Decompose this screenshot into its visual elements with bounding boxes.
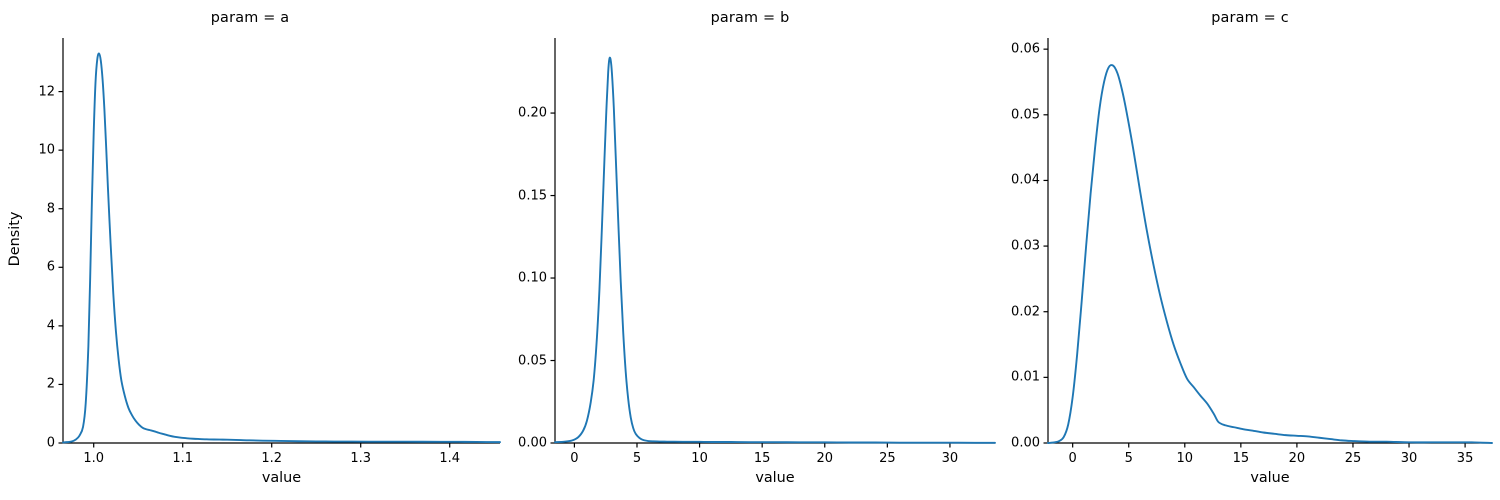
y-tick-label: 0.05 (518, 353, 547, 368)
y-axis-label: Density (7, 211, 23, 266)
x-axis-label: value (261, 470, 302, 486)
x-tick-label: 20 (1288, 451, 1306, 466)
y-tick-label: 0.01 (1011, 369, 1040, 385)
y-tick-label: 4 (46, 318, 55, 334)
plot-area (550, 38, 996, 448)
y-tick-label: 0.03 (1011, 238, 1040, 254)
x-tick-label: 5 (632, 451, 642, 466)
facet-panel-0: param = a 1.0 1.1 1.2 1.3 1.4 0 2 4 6 8 10 12 value De… (0, 0, 501, 500)
x-tick-label: 1.2 (261, 451, 283, 466)
density-curve (62, 52, 501, 444)
x-tick-label: 25 (879, 451, 896, 466)
x-tick-label: 1.1 (172, 451, 194, 466)
x-tick-label: 15 (753, 451, 771, 466)
x-axis-label: value (755, 470, 795, 486)
y-tick-label: 0.20 (518, 105, 547, 121)
y-tick-label: 0.04 (1011, 172, 1040, 188)
plot-area (58, 38, 501, 448)
y-tick-label: 0.15 (518, 188, 547, 204)
y-tick-label: 0.00 (518, 435, 547, 451)
x-tick-label: 10 (691, 451, 708, 466)
y-tick-label: 2 (46, 376, 55, 392)
x-tick-label: 1.0 (83, 451, 105, 466)
y-tick-label: 0.02 (1011, 304, 1040, 320)
y-tick-label: 12 (38, 84, 55, 100)
x-tick-label: 0 (1068, 451, 1077, 466)
density-curve (554, 56, 996, 444)
x-tick-label: 20 (816, 451, 834, 466)
facet-panel-1: param = b 0 5 10 15 20 25 30 0.00 0.05 0.10 0.15 0.2… (500, 0, 1000, 500)
x-tick-label: 15 (1232, 451, 1250, 466)
x-tick-label: 25 (1344, 451, 1362, 466)
y-tick-label: 0 (46, 435, 55, 451)
y-tick-label: 8 (46, 201, 55, 217)
facet-panel-2: param = c 0 5 10 15 20 25 30 35 0.00 0.01 0.02 0.03 0… (1000, 0, 1500, 500)
x-tick-label: 1.3 (350, 451, 372, 466)
x-tick-label: 10 (1176, 451, 1194, 466)
plot-area (1043, 38, 1493, 448)
x-tick-label: 1.4 (439, 451, 461, 466)
facet-title: param = a (210, 10, 290, 26)
y-tick-label: 0.00 (1011, 435, 1040, 451)
x-tick-label: 0 (570, 451, 579, 466)
x-tick-label: 35 (1456, 451, 1474, 466)
x-tick-label: 30 (1400, 451, 1418, 466)
x-axis-label: value (1250, 470, 1290, 486)
y-tick-label: 10 (38, 142, 55, 158)
density-curve (1047, 64, 1493, 444)
y-tick-label: 0.05 (1011, 107, 1040, 123)
x-tick-label: 5 (1124, 451, 1133, 466)
y-tick-label: 0.10 (518, 270, 547, 286)
y-tick-label: 0.06 (1011, 41, 1040, 57)
x-tick-label: 30 (941, 451, 959, 466)
y-tick-label: 6 (46, 259, 55, 275)
facet-title: param = b (710, 10, 790, 26)
facet-title: param = c (1211, 10, 1289, 26)
